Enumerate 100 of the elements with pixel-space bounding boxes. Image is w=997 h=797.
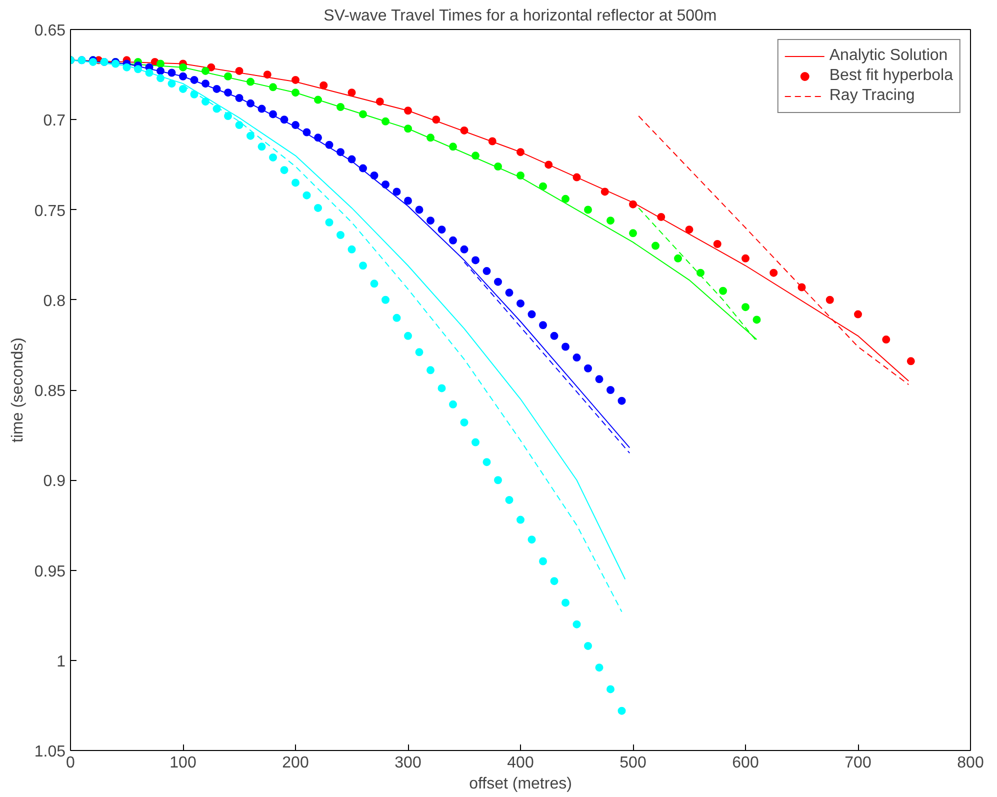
point: [376, 98, 384, 106]
point: [382, 296, 390, 304]
point: [584, 364, 592, 372]
point: [258, 142, 266, 151]
point: [292, 178, 300, 187]
point: [415, 348, 424, 356]
point: [212, 84, 221, 93]
point: [770, 268, 778, 277]
point: [629, 200, 637, 208]
point: [572, 354, 581, 362]
point: [432, 116, 440, 124]
point: [156, 60, 164, 68]
point: [314, 96, 322, 104]
point: [652, 242, 660, 250]
point: [122, 63, 131, 72]
point: [539, 557, 547, 566]
x-axis-title: offset (metres): [469, 776, 572, 792]
point: [595, 375, 604, 384]
point: [606, 386, 614, 394]
point: [472, 438, 480, 446]
point: [404, 124, 412, 133]
point: [348, 88, 356, 97]
point: [528, 310, 536, 318]
point: [854, 310, 862, 318]
point: [134, 65, 142, 74]
y-tick-label: 0.85: [34, 383, 66, 400]
point: [562, 194, 570, 203]
point: [314, 204, 322, 212]
y-tick-label: 0.95: [34, 563, 66, 580]
point: [539, 182, 547, 190]
point: [359, 110, 367, 118]
x-tick-label: 0: [66, 754, 76, 772]
point: [460, 245, 468, 254]
point: [392, 314, 401, 322]
point: [156, 74, 164, 82]
point: [336, 103, 344, 111]
point: [482, 267, 491, 276]
point: [906, 357, 915, 366]
point: [246, 99, 254, 108]
point: [415, 206, 424, 214]
point: [426, 216, 434, 225]
x-tick-label: 200: [282, 754, 309, 772]
point: [516, 516, 524, 524]
point: [280, 116, 288, 124]
point: [488, 137, 496, 146]
point: [426, 134, 434, 142]
point: [359, 262, 367, 270]
point: [320, 81, 328, 90]
point: [516, 148, 524, 156]
point: [404, 332, 412, 340]
point: [269, 110, 277, 118]
point: [359, 164, 367, 172]
point: [235, 121, 244, 130]
point: [606, 685, 614, 694]
point: [460, 126, 468, 134]
point: [336, 148, 344, 156]
legend-label: Best fit hyperbola: [829, 67, 953, 85]
point: [798, 283, 806, 292]
point: [325, 140, 334, 149]
point: [494, 278, 502, 286]
point: [449, 236, 457, 244]
point: [438, 384, 446, 392]
point: [382, 117, 390, 126]
point: [404, 196, 412, 205]
point: [348, 245, 356, 254]
point: [269, 83, 277, 92]
x-tick-label: 400: [507, 754, 534, 772]
y-tick-label: 0.9: [43, 473, 66, 490]
point: [449, 400, 457, 408]
point: [382, 180, 390, 189]
point: [826, 296, 834, 304]
y-tick-label: 0.65: [34, 22, 66, 40]
x-tick-label: 500: [620, 754, 646, 772]
point: [742, 254, 750, 262]
point: [472, 256, 480, 264]
point: [516, 299, 524, 308]
point: [370, 280, 378, 288]
point: [302, 128, 311, 136]
point: [494, 476, 502, 484]
point: [224, 88, 232, 97]
point: [505, 288, 514, 297]
y-tick-label: 1.05: [34, 744, 66, 760]
point: [696, 268, 704, 277]
point: [550, 577, 558, 586]
chart-title: SV-wave Travel Times for a horizontal reflector at 500m: [324, 8, 717, 24]
x-tick-label: 700: [844, 754, 872, 772]
point: [246, 132, 254, 140]
point: [302, 191, 311, 200]
point: [292, 76, 300, 84]
point: [882, 336, 890, 344]
point: [449, 142, 457, 151]
point: [713, 240, 722, 248]
point: [280, 166, 288, 174]
point: [179, 63, 187, 72]
y-tick-label: 1: [56, 653, 66, 670]
point: [202, 98, 210, 106]
point: [292, 121, 300, 130]
point: [246, 78, 254, 86]
point: [516, 172, 524, 180]
point: [752, 316, 761, 324]
